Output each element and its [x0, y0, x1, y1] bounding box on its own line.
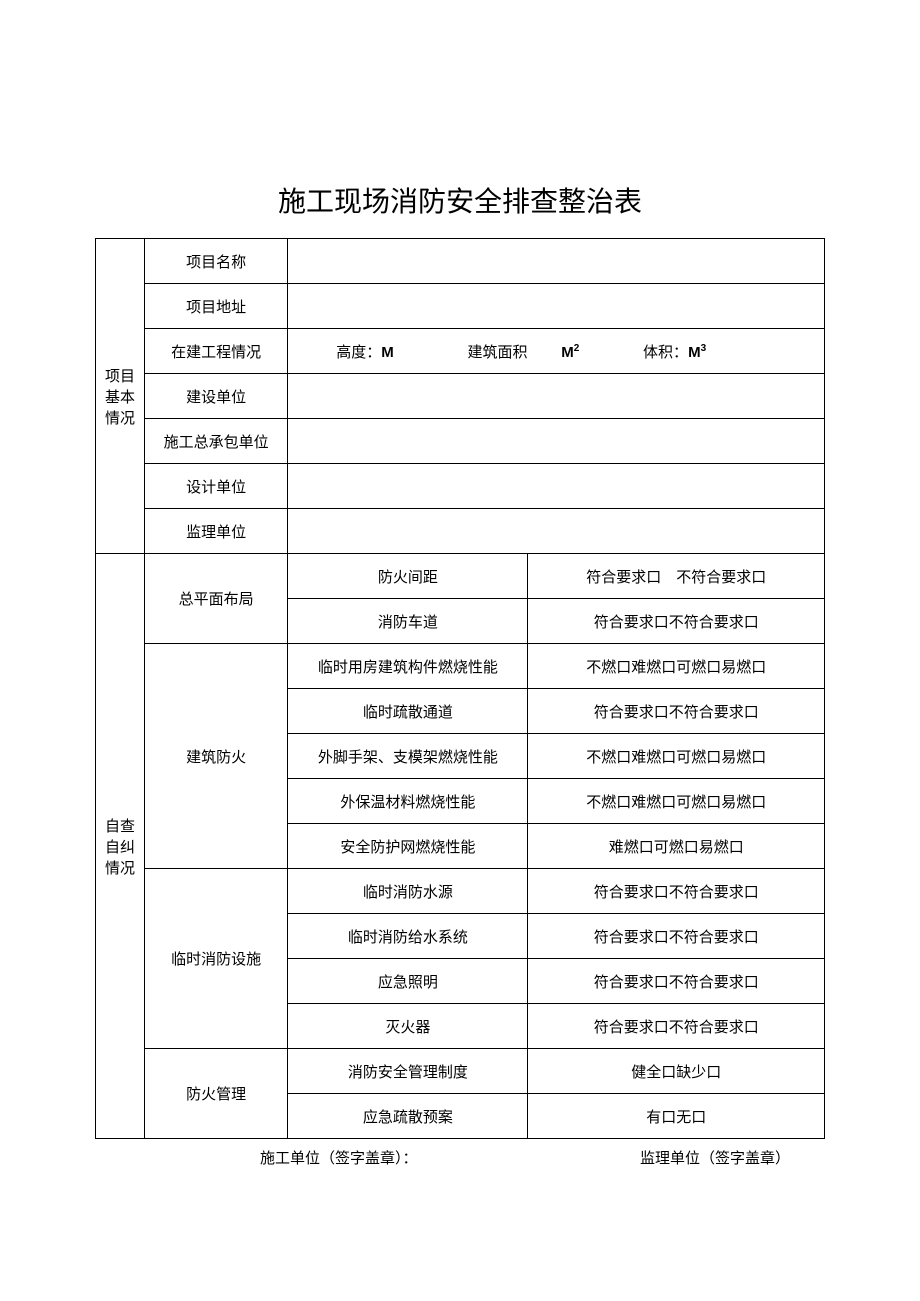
item-label: 消防安全管理制度: [288, 1049, 528, 1094]
item-label: 应急疏散预案: [288, 1094, 528, 1139]
item-label: 临时消防水源: [288, 869, 528, 914]
footer-construction-unit: 施工单位（签字盖章）：: [260, 1147, 640, 1168]
volume-unit: M3: [688, 343, 706, 361]
section-header-basic: 项目基本情况: [96, 239, 145, 554]
table-row: 防火管理 消防安全管理制度 健全口缺少口: [96, 1049, 825, 1094]
table-row: 项目地址: [96, 284, 825, 329]
construction-info-cell: 高度：M 建筑面积 M2 体积：M3: [288, 329, 825, 374]
item-label: 应急照明: [288, 959, 528, 1004]
table-row: 施工总承包单位: [96, 419, 825, 464]
item-options: 健全口缺少口: [528, 1049, 825, 1094]
group-label: 建筑防火: [145, 644, 288, 869]
item-options: 符合要求口不符合要求口: [528, 869, 825, 914]
item-options: 不燃口难燃口可燃口易燃口: [528, 779, 825, 824]
height-unit: M: [381, 344, 394, 361]
item-label: 灭火器: [288, 1004, 528, 1049]
row-label: 建设单位: [145, 374, 288, 419]
row-value: [288, 464, 825, 509]
item-options: 有口无口: [528, 1094, 825, 1139]
item-options: 符合要求口不符合要求口: [528, 1004, 825, 1049]
area-unit: M2: [561, 343, 579, 361]
row-value: [288, 419, 825, 464]
row-value: [288, 374, 825, 419]
page-title: 施工现场消防安全排查整治表: [95, 180, 825, 220]
row-label: 设计单位: [145, 464, 288, 509]
inspection-table: 项目基本情况 项目名称 项目地址 在建工程情况 高度：M 建筑面积 M2 体积：…: [95, 238, 825, 1139]
item-options: 符合要求口不符合要求口: [528, 689, 825, 734]
footer-supervision-unit: 监理单位（签字盖章）: [640, 1147, 790, 1168]
table-row: 在建工程情况 高度：M 建筑面积 M2 体积：M3: [96, 329, 825, 374]
group-label: 临时消防设施: [145, 869, 288, 1049]
item-label: 消防车道: [288, 599, 528, 644]
area-label: 建筑面积: [467, 341, 527, 362]
table-row: 项目基本情况 项目名称: [96, 239, 825, 284]
row-label: 监理单位: [145, 509, 288, 554]
item-label: 临时用房建筑构件燃烧性能: [288, 644, 528, 689]
item-options: 符合要求口 不符合要求口: [528, 554, 825, 599]
group-label: 总平面布局: [145, 554, 288, 644]
table-row: 自查自纠情况 总平面布局 防火间距 符合要求口 不符合要求口: [96, 554, 825, 599]
item-options: 符合要求口不符合要求口: [528, 914, 825, 959]
row-label: 项目名称: [145, 239, 288, 284]
row-label: 施工总承包单位: [145, 419, 288, 464]
table-row: 建设单位: [96, 374, 825, 419]
item-options: 难燃口可燃口易燃口: [528, 824, 825, 869]
item-label: 外脚手架、支模架燃烧性能: [288, 734, 528, 779]
table-row: 设计单位: [96, 464, 825, 509]
table-row: 建筑防火 临时用房建筑构件燃烧性能 不燃口难燃口可燃口易燃口: [96, 644, 825, 689]
section-header-selfcheck: 自查自纠情况: [96, 554, 145, 1139]
row-label: 在建工程情况: [145, 329, 288, 374]
item-label: 临时疏散通道: [288, 689, 528, 734]
row-label: 项目地址: [145, 284, 288, 329]
table-row: 监理单位: [96, 509, 825, 554]
group-label: 防火管理: [145, 1049, 288, 1139]
row-value: [288, 509, 825, 554]
table-row: 临时消防设施 临时消防水源 符合要求口不符合要求口: [96, 869, 825, 914]
item-label: 外保温材料燃烧性能: [288, 779, 528, 824]
item-options: 符合要求口不符合要求口: [528, 959, 825, 1004]
item-label: 防火间距: [288, 554, 528, 599]
volume-label: 体积：: [643, 341, 688, 362]
height-label: 高度：: [336, 341, 381, 362]
item-options: 不燃口难燃口可燃口易燃口: [528, 734, 825, 779]
row-value: [288, 284, 825, 329]
item-options: 符合要求口不符合要求口: [528, 599, 825, 644]
item-options: 不燃口难燃口可燃口易燃口: [528, 644, 825, 689]
item-label: 临时消防给水系统: [288, 914, 528, 959]
row-value: [288, 239, 825, 284]
item-label: 安全防护网燃烧性能: [288, 824, 528, 869]
footer: 施工单位（签字盖章）： 监理单位（签字盖章）: [95, 1147, 825, 1168]
